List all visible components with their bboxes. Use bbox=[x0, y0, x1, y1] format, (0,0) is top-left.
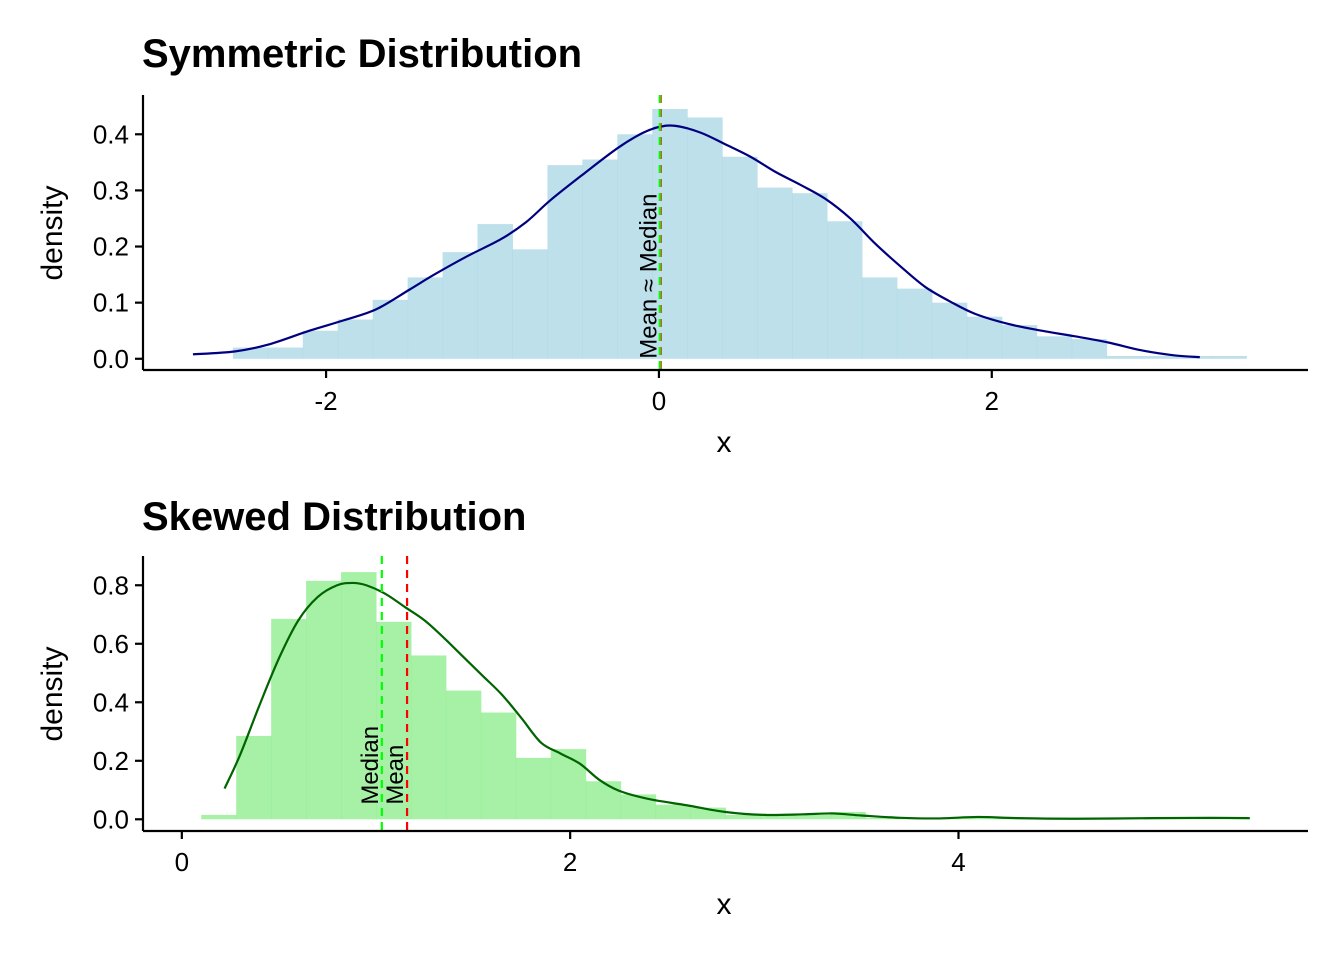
histogram-bar bbox=[827, 221, 863, 359]
x-axis-label: x bbox=[717, 426, 732, 459]
histogram-bar bbox=[512, 249, 548, 359]
histogram-bar bbox=[652, 109, 688, 359]
histogram-bar bbox=[302, 330, 339, 359]
histogram-bar bbox=[582, 159, 618, 359]
y-tick-label: 0.1 bbox=[93, 288, 129, 318]
histogram-bar bbox=[232, 347, 269, 359]
histogram-bar bbox=[442, 252, 479, 359]
symmetric-panel: Symmetric Distribution Mean ≈ Median -2 0 2… bbox=[36, 32, 1308, 459]
y-tick-label: 0.0 bbox=[93, 804, 129, 834]
histogram-bar bbox=[725, 814, 761, 820]
histogram-bar bbox=[410, 655, 447, 820]
histogram-bar bbox=[620, 794, 657, 820]
histogram-bar bbox=[687, 117, 723, 359]
histogram-bar bbox=[966, 316, 1003, 359]
histogram-bar bbox=[1211, 355, 1247, 359]
histogram-bar bbox=[760, 814, 796, 820]
y-tick-label: 0.0 bbox=[93, 344, 129, 374]
annotation-label: Median bbox=[357, 726, 384, 805]
x-tick-label: 2 bbox=[985, 386, 999, 416]
histogram-bar bbox=[861, 277, 898, 359]
histogram-bar bbox=[480, 712, 517, 820]
plot-area: Mean ≈ Median -2 0 2 0.0 0.1 0.2 0.3 0.4 bbox=[93, 95, 1308, 416]
histogram-bar bbox=[550, 749, 587, 820]
y-tick-label: 0.2 bbox=[93, 746, 129, 776]
histogram-bar bbox=[931, 302, 968, 359]
y-tick-label: 0.8 bbox=[93, 570, 129, 600]
histogram-bar bbox=[1106, 355, 1143, 359]
histogram-bar bbox=[407, 277, 444, 359]
histogram-bar bbox=[585, 781, 622, 820]
density-curve bbox=[192, 124, 1200, 359]
histogram-bar bbox=[1036, 336, 1073, 359]
histogram-bar bbox=[341, 572, 377, 820]
x-tick-label: -2 bbox=[315, 386, 338, 416]
histogram-bar bbox=[1001, 325, 1038, 359]
y-tick-label: 0.4 bbox=[93, 119, 129, 149]
histogram-bar bbox=[236, 735, 272, 820]
histogram-bar bbox=[372, 299, 409, 359]
histogram-bar bbox=[477, 224, 513, 359]
y-tick-label: 0.6 bbox=[93, 629, 129, 659]
histogram-bar bbox=[792, 193, 828, 359]
annotation-label: Mean bbox=[382, 745, 409, 805]
histogram-bar bbox=[795, 814, 831, 820]
annotation-label: Mean ≈ Median bbox=[636, 194, 663, 359]
histogram-bar bbox=[201, 814, 237, 820]
x-tick-label: 2 bbox=[563, 847, 577, 877]
histogram-bar bbox=[757, 187, 793, 359]
histogram-bar bbox=[1141, 355, 1178, 359]
histogram-bar bbox=[271, 618, 307, 820]
x-tick-label: 0 bbox=[652, 386, 666, 416]
chart-title: Symmetric Distribution bbox=[142, 32, 582, 76]
histogram-bar bbox=[515, 757, 552, 820]
histogram-bar bbox=[306, 580, 342, 820]
histogram-bar bbox=[722, 156, 758, 359]
histogram-bar bbox=[830, 811, 866, 820]
y-tick-label: 0.4 bbox=[93, 687, 129, 717]
chart-title: Skewed Distribution bbox=[142, 495, 527, 539]
histogram-bar bbox=[970, 817, 1006, 820]
y-axis-label: density bbox=[36, 185, 69, 280]
histogram-bar bbox=[690, 807, 726, 820]
y-tick-label: 0.2 bbox=[93, 232, 129, 262]
histogram-bar bbox=[547, 165, 583, 359]
histogram-bar bbox=[267, 347, 304, 359]
density-curve bbox=[223, 581, 1250, 820]
histogram-bar bbox=[445, 690, 482, 820]
y-axis-label: density bbox=[36, 646, 69, 741]
histogram-bar bbox=[1071, 339, 1108, 359]
x-axis-label: x bbox=[717, 888, 732, 921]
x-tick-label: 4 bbox=[951, 847, 965, 877]
y-tick-label: 0.3 bbox=[93, 175, 129, 205]
histogram-bar bbox=[617, 134, 653, 359]
x-tick-label: 0 bbox=[175, 847, 189, 877]
histogram-bar bbox=[865, 817, 901, 820]
histogram-bar bbox=[655, 804, 692, 820]
histogram-bar bbox=[337, 319, 374, 359]
histogram-bar bbox=[896, 288, 933, 359]
